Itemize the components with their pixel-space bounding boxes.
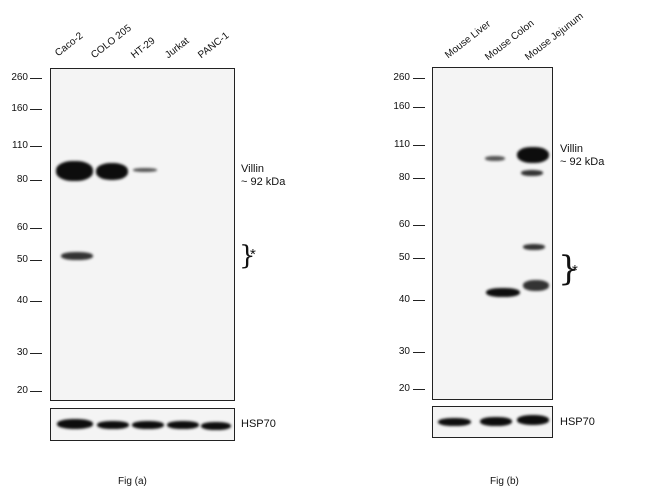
- brace-icon: }: [558, 249, 580, 289]
- asterisk-nonspecific: *: [572, 262, 578, 279]
- mw-tick: [413, 107, 425, 108]
- mw-tick: [413, 300, 425, 301]
- band-hsp70: [57, 419, 93, 429]
- figure-caption-a: Fig (a): [118, 476, 147, 487]
- band-villin-colo205: [96, 163, 128, 180]
- mw-marker-160: 160: [11, 103, 28, 114]
- mw-marker-50: 50: [16, 254, 28, 265]
- band-hsp70: [438, 418, 471, 426]
- figure-caption-b: Fig (b): [490, 476, 519, 487]
- mw-marker-60: 60: [16, 222, 28, 233]
- band-hsp70: [132, 421, 164, 429]
- mw-tick: [413, 352, 425, 353]
- band-villin-fragment: [521, 170, 543, 176]
- mw-tick: [413, 225, 425, 226]
- target-label-villin: Villin ~ 92 kDa: [560, 143, 604, 169]
- mw-marker-40: 40: [398, 294, 410, 305]
- mw-tick: [30, 109, 42, 110]
- mw-marker-20: 20: [398, 383, 410, 394]
- mw-marker-80: 80: [398, 172, 410, 183]
- mw-marker-30: 30: [16, 347, 28, 358]
- mw-tick: [30, 78, 42, 79]
- band-hsp70: [167, 421, 199, 429]
- target-label-villin: Villin ~ 92 kDa: [241, 163, 285, 189]
- band-villin-mouse-colon: [485, 156, 505, 161]
- asterisk-nonspecific: *: [250, 246, 256, 263]
- mw-tick: [413, 258, 425, 259]
- loading-control-label: HSP70: [560, 416, 595, 428]
- band-villin-mouse-jejunum: [517, 147, 549, 163]
- loading-control-label: HSP70: [241, 418, 276, 430]
- band-nonspecific-colon: [486, 288, 520, 297]
- mw-marker-50: 50: [398, 252, 410, 263]
- target-size: ~ 92 kDa: [241, 176, 286, 188]
- mw-tick: [413, 389, 425, 390]
- lane-label-colo205: COLO 205: [89, 22, 134, 61]
- band-hsp70: [480, 417, 512, 426]
- mw-marker-60: 60: [398, 219, 410, 230]
- mw-tick: [30, 146, 42, 147]
- lane-label-caco2: Caco-2: [53, 30, 86, 59]
- target-size: ~ 92 kDa: [560, 156, 605, 168]
- mw-tick: [30, 301, 42, 302]
- mw-marker-40: 40: [16, 295, 28, 306]
- band-hsp70: [201, 422, 231, 430]
- brace-icon: }: [239, 241, 256, 271]
- band-nonspecific-jejunum: [523, 244, 545, 250]
- target-name: Villin: [560, 143, 584, 155]
- mw-tick: [30, 391, 42, 392]
- blot-loading-control-b: [432, 406, 553, 438]
- blot-panel-b: [432, 67, 553, 400]
- lane-label-mouse-jejunum: Mouse Jejunum: [523, 10, 586, 63]
- mw-marker-80: 80: [16, 174, 28, 185]
- mw-tick: [413, 78, 425, 79]
- mw-tick: [413, 145, 425, 146]
- mw-marker-110: 110: [12, 140, 28, 151]
- lane-label-panc1: PANC-1: [196, 30, 232, 61]
- band-villin-ht29: [133, 168, 157, 172]
- mw-marker-30: 30: [398, 346, 410, 357]
- mw-tick: [413, 178, 425, 179]
- lane-label-ht29: HT-29: [129, 35, 158, 61]
- band-hsp70: [97, 421, 129, 429]
- blot-loading-control-a: [50, 408, 235, 441]
- lane-label-jurkat: Jurkat: [163, 35, 192, 61]
- band-nonspecific-caco2: [61, 252, 93, 260]
- mw-marker-110: 110: [394, 139, 410, 150]
- mw-tick: [30, 228, 42, 229]
- mw-tick: [30, 260, 42, 261]
- band-villin-caco2: [56, 161, 93, 181]
- band-nonspecific-jejunum: [523, 280, 549, 291]
- mw-marker-260: 260: [11, 72, 28, 83]
- mw-marker-260: 260: [393, 72, 410, 83]
- mw-marker-160: 160: [393, 101, 410, 112]
- mw-tick: [30, 353, 42, 354]
- blot-panel-a: [50, 68, 235, 401]
- mw-tick: [30, 180, 42, 181]
- mw-marker-20: 20: [16, 385, 28, 396]
- target-name: Villin: [241, 163, 265, 175]
- band-hsp70: [517, 415, 549, 425]
